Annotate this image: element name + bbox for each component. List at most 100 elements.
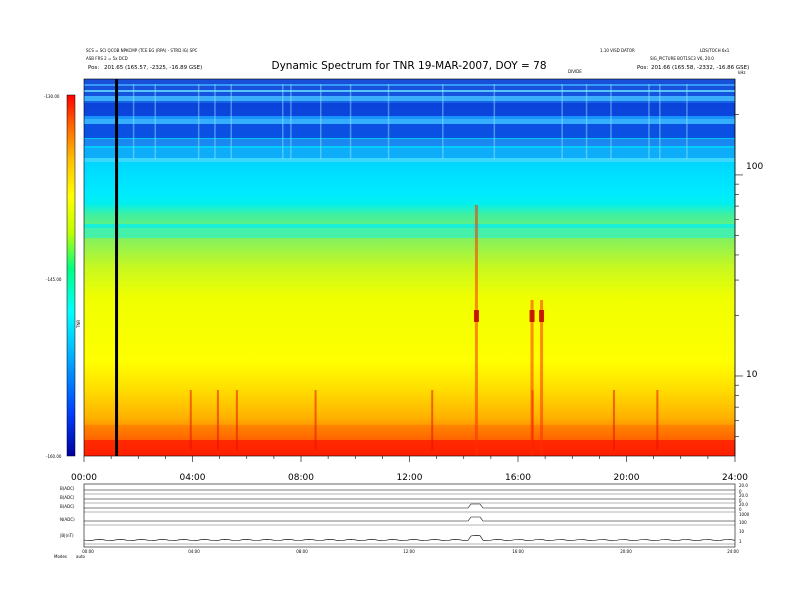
panel-time-tick-6: 24:00 bbox=[727, 549, 739, 554]
spectrum-streak bbox=[314, 390, 317, 450]
panel-trace bbox=[84, 516, 735, 522]
bottom-panels-frame bbox=[83, 483, 736, 548]
spectrum-burst bbox=[530, 300, 534, 456]
spectrum-band bbox=[84, 90, 735, 92]
panel-time-tick-2: 08:00 bbox=[296, 549, 308, 554]
spectrum-band bbox=[84, 228, 735, 238]
time-tick-1: 04:00 bbox=[180, 473, 206, 483]
panel-right-tick-2a: 20.0 bbox=[739, 493, 748, 498]
frequency-tick-10: 10 bbox=[746, 370, 758, 380]
panel-right-tick-1b: 0 bbox=[739, 489, 742, 494]
spectrum-burst bbox=[474, 205, 478, 456]
panel-label-1: B(ADC) bbox=[60, 486, 75, 491]
spectrum-band bbox=[84, 148, 735, 158]
header-top-left-3-label: Pos: bbox=[88, 65, 99, 71]
colorbar-tick-bottom: -160.00 bbox=[46, 454, 62, 459]
spectrum-band bbox=[84, 440, 735, 456]
spectrum-streak bbox=[290, 84, 292, 159]
spectrum-streak bbox=[230, 84, 232, 159]
spectrum-band bbox=[84, 139, 735, 146]
spectrum-streak bbox=[610, 84, 612, 159]
panel-right-tick-3a: 20.0 bbox=[739, 502, 748, 507]
colorbar-label: TNR bbox=[76, 320, 81, 329]
spectrum-band bbox=[84, 84, 735, 86]
spectrum-burst-core bbox=[473, 310, 479, 322]
bottom-panel-traces bbox=[83, 489, 736, 545]
panel-time-tick-5: 20:00 bbox=[620, 549, 632, 554]
header-top-right-3-label: Pos: bbox=[637, 65, 648, 71]
spectrum-streak bbox=[648, 84, 650, 159]
header-top-left-1: SCS = SCI QCOB NPKCMP (TCE EG (RPA) - ST… bbox=[86, 48, 198, 53]
panel-trace bbox=[84, 503, 735, 509]
header-mid-tag: DIVIDE bbox=[568, 69, 582, 74]
footer-label: Modes bbox=[54, 554, 67, 559]
spectrum-band bbox=[84, 119, 735, 124]
frequency-tick-100: 100 bbox=[746, 162, 763, 172]
header-top-right-1a: 1.10 VISD DATOR bbox=[600, 48, 635, 53]
panel-right-tick-4a: 1000 bbox=[739, 512, 750, 517]
panel-right-tick-5b: 1 bbox=[739, 539, 742, 544]
corner-unit: kHz bbox=[738, 70, 745, 75]
panel-label-4: N(ADC) bbox=[60, 517, 75, 522]
spectrum-streak bbox=[349, 84, 352, 159]
spectrum-streak bbox=[442, 84, 444, 159]
spectrum-streak bbox=[585, 84, 588, 159]
panel-right-tick-3b: 0 bbox=[739, 507, 742, 512]
panel-time-tick-4: 16:00 bbox=[512, 549, 524, 554]
frequency-axis: 100 10 bbox=[734, 79, 763, 456]
panel-label-5: |B|(nT) bbox=[60, 533, 74, 538]
time-tick-0: 00:00 bbox=[71, 473, 97, 483]
spectrum-streak bbox=[387, 84, 390, 159]
spectrogram-bands bbox=[84, 84, 735, 456]
spectrum-band bbox=[84, 124, 735, 138]
spectrum-streak bbox=[216, 390, 219, 450]
header-top-left-2: ASB FRS 2 = 5x DCD bbox=[86, 56, 128, 61]
spectrogram-streaks bbox=[132, 84, 688, 456]
spectrum-band bbox=[84, 158, 735, 162]
spectrum-streak bbox=[561, 84, 563, 159]
spectrum-streak bbox=[189, 390, 192, 450]
header-top-left-3-value: 201.65 (165.57, -2325, -16.89 GSE) bbox=[104, 65, 202, 71]
time-tick-3: 12:00 bbox=[397, 473, 423, 483]
spectrum-streak bbox=[319, 84, 322, 159]
spectrum-streak bbox=[431, 390, 434, 450]
spectrum-streak bbox=[686, 84, 688, 159]
spectrum-streak bbox=[154, 84, 157, 159]
spectrum-streak bbox=[659, 84, 661, 159]
spectrum-band bbox=[84, 425, 735, 440]
time-tick-5: 20:00 bbox=[614, 473, 640, 483]
spectrum-streak bbox=[235, 390, 238, 450]
spectrum-streak bbox=[214, 84, 216, 159]
colorbar-tick-top: -130.00 bbox=[44, 94, 60, 99]
spectrum-streak bbox=[656, 390, 659, 450]
header-top-right-1b: LDS/TOCH 6x1 bbox=[700, 48, 730, 53]
spectrum-streak bbox=[197, 84, 200, 159]
colorbar-tick-mid: -145.00 bbox=[46, 277, 62, 282]
panel-time-tick-0: 00:00 bbox=[82, 549, 94, 554]
spectrum-streak bbox=[612, 390, 615, 450]
spectrum-streak bbox=[132, 84, 135, 159]
spectrum-band bbox=[84, 224, 735, 228]
panel-time-tick-1: 04:00 bbox=[188, 549, 200, 554]
footer-value: auto bbox=[76, 554, 86, 559]
bottom-panels: B(ADC) B(ADC) B(ADC) N(ADC) |B|(nT) 20.0… bbox=[54, 483, 750, 559]
spectrum-band bbox=[84, 103, 735, 116]
time-tick-2: 08:00 bbox=[288, 473, 314, 483]
header-top-right-3-value: 201.66 (165.58, -2332, -16.86 GSE) bbox=[651, 65, 749, 71]
time-tick-4: 16:00 bbox=[505, 473, 531, 483]
panel-right-tick-1a: 20.0 bbox=[739, 483, 748, 488]
panel-trace bbox=[83, 535, 736, 541]
spectrum-streak bbox=[493, 84, 496, 159]
chart-title: Dynamic Spectrum for TNR 19-MAR-2007, DO… bbox=[271, 60, 546, 72]
spectrum-burst-core bbox=[539, 310, 545, 322]
panel-right-tick-5a: 10 bbox=[739, 529, 745, 534]
time-tick-6: 24:00 bbox=[722, 473, 748, 483]
time-axis: 00:00 04:00 08:00 12:00 16:00 20:00 24:0… bbox=[71, 456, 748, 483]
spectrum-streak bbox=[282, 84, 284, 159]
panel-right-tick-2b: 0 bbox=[739, 498, 742, 503]
header-top-right-2: SIG_PICTURE BOT1SC3 V6, 20.0 bbox=[650, 56, 714, 61]
panel-right-tick-4b: 100 bbox=[739, 520, 747, 525]
panel-time-tick-3: 12:00 bbox=[403, 549, 415, 554]
panel-label-2: B(ADC) bbox=[60, 495, 75, 500]
